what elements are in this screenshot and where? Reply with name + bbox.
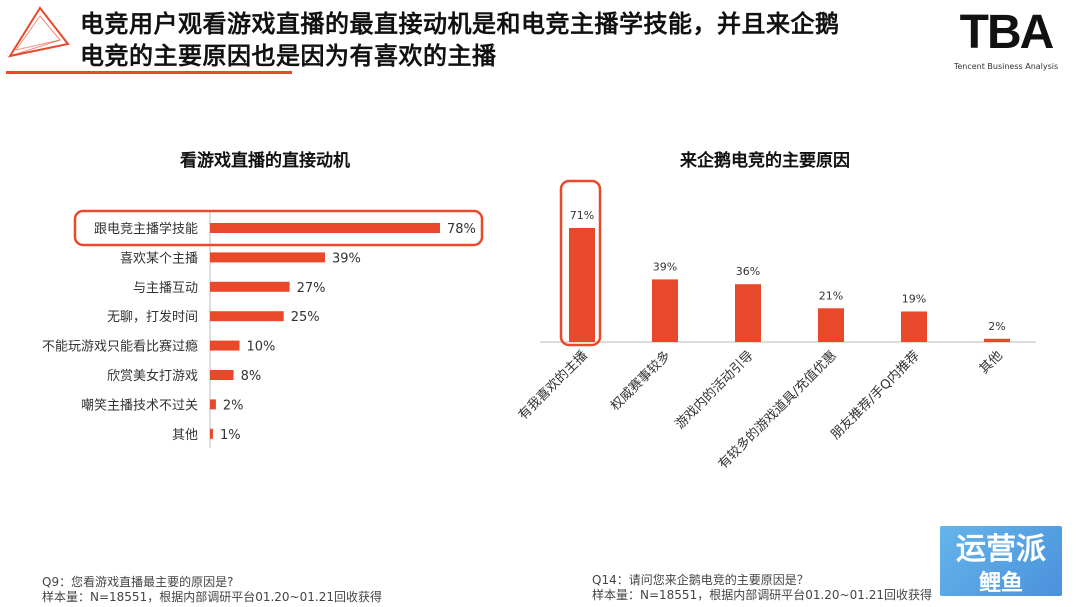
- right-chart-title: 来企鹅电竞的主要原因: [680, 151, 850, 171]
- right-category-label: 游戏内的活动引导: [672, 348, 757, 433]
- right-value-label: 39%: [653, 260, 677, 273]
- left-value-label: 27%: [297, 281, 326, 296]
- right-bar: [818, 308, 844, 342]
- right-bar: [569, 228, 595, 342]
- left-survey-question: Q9：您看游戏直播最主要的原因是?: [42, 575, 234, 589]
- right-bar: [901, 311, 927, 342]
- left-category-label: 嘲笑主播技术不过关: [81, 397, 198, 413]
- right-bar: [735, 284, 761, 342]
- left-value-label: 8%: [241, 369, 262, 384]
- brand-mark: TBA: [959, 6, 1055, 59]
- right-bar: [984, 338, 1010, 342]
- brand-subtitle: Tencent Business Analysis: [953, 62, 1059, 71]
- left-category-label: 不能玩游戏只能看比赛过瘾: [42, 339, 198, 355]
- right-category-label: 朋友推荐/手Q内推荐: [828, 348, 923, 443]
- right-value-label: 36%: [736, 265, 760, 278]
- left-chart-title: 看游戏直播的直接动机: [180, 151, 350, 171]
- right-value-label: 2%: [988, 320, 1005, 333]
- right-value-label: 21%: [819, 289, 843, 302]
- right-category-label: 权威赛事较多: [607, 348, 673, 414]
- left-value-label: 78%: [447, 222, 476, 237]
- left-value-label: 1%: [220, 428, 241, 443]
- left-category-label: 喜欢某个主播: [120, 251, 198, 266]
- watermark-line-2: 鲤鱼: [978, 571, 1023, 596]
- watermark-line-1: 运营派: [956, 532, 1046, 567]
- left-bar: [210, 281, 290, 292]
- right-survey-question: Q14：请问您来企鹅电竞的主要原因是？: [592, 573, 809, 587]
- right-value-label: 71%: [570, 209, 594, 222]
- left-category-label: 无聊，打发时间: [107, 309, 198, 325]
- title-underline: [6, 71, 292, 74]
- left-bar: [210, 340, 240, 351]
- right-highlight-box: [559, 179, 602, 347]
- left-bar: [210, 223, 440, 233]
- right-category-label: 其他: [977, 348, 1006, 377]
- left-category-label: 跟电竞主播学技能: [94, 221, 198, 237]
- tba-brand-logo: TBA Tencent Business Analysis: [946, 6, 1066, 71]
- watermark-logo: 运营派 鲤鱼: [940, 526, 1062, 596]
- page-title-line-2: 电竞的主要原因也是因为有喜欢的主播: [80, 42, 497, 70]
- page-title: 电竞用户观看游戏直播的最直接动机是和电竞主播学技能，并且来企鹅 电竞的主要原因也…: [80, 8, 940, 72]
- page-title-line-1: 电竞用户观看游戏直播的最直接动机是和电竞主播学技能，并且来企鹅: [80, 10, 840, 38]
- right-category-label: 有我喜欢的主播: [515, 348, 591, 424]
- left-bar: [210, 370, 234, 380]
- left-category-label: 欣赏美女打游戏: [107, 368, 198, 384]
- right-value-label: 19%: [902, 292, 926, 305]
- left-value-label: 25%: [291, 310, 320, 325]
- left-highlight-box: [73, 209, 484, 247]
- left-bar: [210, 252, 325, 263]
- left-bar: [210, 311, 284, 322]
- right-sample-size: 样本量：N=18551，根据内部调研平台01.20~01.21回收获得: [592, 588, 932, 602]
- left-bar: [210, 399, 216, 410]
- triangle-logo-icon: [7, 6, 70, 58]
- left-category-label: 与主播互动: [133, 281, 198, 296]
- left-value-label: 2%: [223, 398, 244, 413]
- left-value-label: 39%: [332, 251, 361, 266]
- left-value-label: 10%: [246, 340, 275, 355]
- left-category-label: 其他: [172, 428, 198, 443]
- right-bar: [652, 279, 678, 342]
- left-bar: [210, 428, 213, 439]
- left-sample-size: 样本量：N=18551，根据内部调研平台01.20~01.21回收获得: [42, 590, 382, 604]
